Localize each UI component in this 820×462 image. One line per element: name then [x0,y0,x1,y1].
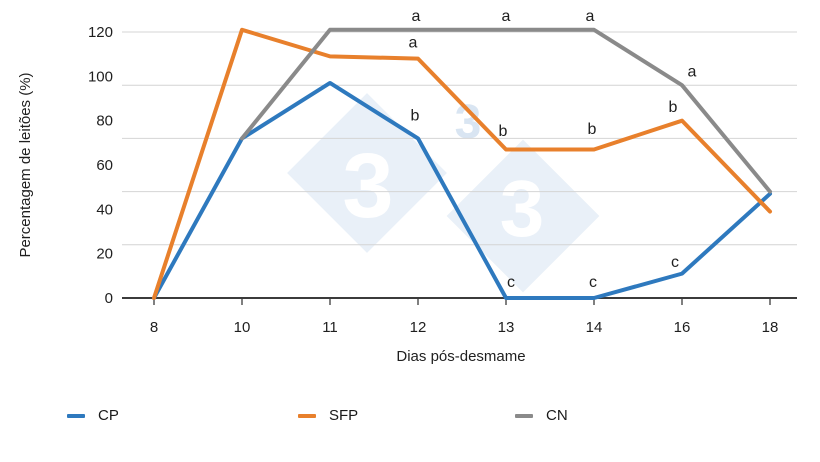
series-line-cn [240,27,772,194]
svg-text:40: 40 [96,201,113,218]
y-tick-labels: 0 20 40 60 80 100 120 [88,24,113,307]
svg-text:a: a [412,8,421,25]
watermark-glyph: 3 [342,135,393,237]
svg-text:14: 14 [586,319,603,336]
svg-text:11: 11 [322,319,338,336]
y-axis-title: Percentagem de leitões (%) [17,72,34,258]
svg-text:12: 12 [410,319,427,336]
svg-text:c: c [671,254,679,271]
svg-text:0: 0 [105,290,113,307]
svg-text:100: 100 [88,68,113,85]
legend-item-sfp: SFP [298,407,358,424]
x-axis-title: Dias pós-desmame [396,348,526,365]
legend-item-cp: CP [67,407,119,424]
svg-text:120: 120 [88,24,113,41]
watermark-glyph: 3 [455,96,482,149]
svg-text:a: a [688,63,697,80]
svg-text:b: b [411,108,420,125]
watermark-glyph: 3 [500,164,545,253]
watermark-pig333: 3 33 [287,93,600,293]
legend-dash-cp [67,413,85,418]
svg-text:80: 80 [96,113,113,130]
svg-text:20: 20 [96,246,113,263]
svg-text:a: a [586,8,595,25]
legend-label-cn: CN [546,407,568,424]
legend-dash-sfp [298,413,316,418]
svg-text:b: b [499,123,508,140]
svg-text:60: 60 [96,157,113,174]
series-line-cp [152,80,772,300]
svg-text:8: 8 [150,319,158,336]
svg-text:b: b [669,99,678,116]
svg-text:13: 13 [498,319,515,336]
svg-text:a: a [409,35,418,52]
watermark-diamond [446,139,600,293]
series-line-sfp [152,27,772,300]
legend-label-cp: CP [98,407,119,424]
legend-label-sfp: SFP [329,407,359,424]
svg-text:a: a [502,8,511,25]
x-axis: 8 10 11 12 13 14 16 18 [122,297,797,336]
svg-text:c: c [589,274,597,291]
svg-text:c: c [507,274,515,291]
svg-text:10: 10 [234,319,251,336]
svg-text:16: 16 [674,319,691,336]
legend-item-cn: CN [515,407,568,424]
svg-text:18: 18 [762,319,779,336]
svg-text:b: b [588,121,597,138]
legend-dash-cn [515,413,533,418]
